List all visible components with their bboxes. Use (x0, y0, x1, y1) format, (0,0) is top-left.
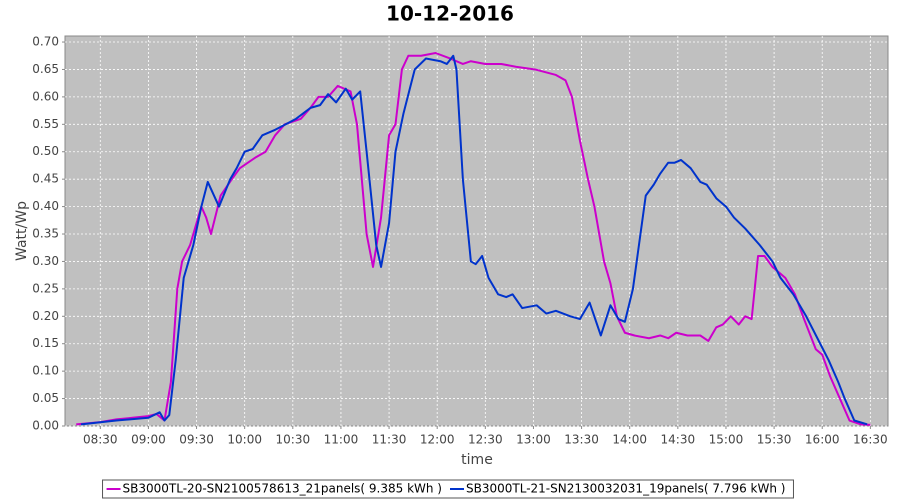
legend: SB3000TL-20-SN2100578613_21panels( 9.385… (102, 479, 794, 499)
x-tick-label: 09:00 (131, 433, 166, 447)
x-tick-label: 09:30 (179, 433, 214, 447)
x-tick-label: 10:00 (227, 433, 262, 447)
x-tick-label: 14:30 (661, 433, 696, 447)
y-tick-label: 0.25 (32, 281, 59, 295)
x-tick-label: 16:30 (853, 433, 888, 447)
y-tick-label: 0.65 (32, 62, 59, 76)
x-tick-label: 15:30 (757, 433, 792, 447)
chart-title: 10-12-2016 (386, 2, 514, 26)
x-tick-label: 12:00 (420, 433, 455, 447)
y-tick-label: 0.70 (32, 35, 59, 49)
x-tick-label: 15:00 (709, 433, 744, 447)
x-tick-label: 12:30 (468, 433, 503, 447)
x-tick-label: 11:30 (372, 433, 407, 447)
x-tick-label: 16:00 (805, 433, 840, 447)
y-tick-label: 0.40 (32, 199, 59, 213)
x-tick-label: 10:30 (276, 433, 311, 447)
y-tick-label: 0.10 (32, 364, 59, 378)
legend-box (102, 479, 794, 499)
y-tick-label: 0.15 (32, 336, 59, 350)
y-tick-label: 0.60 (32, 89, 59, 103)
plot-area (64, 35, 889, 427)
x-tick-label: 14:00 (612, 433, 647, 447)
y-tick-label: 0.50 (32, 144, 59, 158)
x-tick-label: 08:30 (83, 433, 118, 447)
x-tick-label: 13:00 (516, 433, 551, 447)
x-tick-label: 11:00 (324, 433, 359, 447)
y-tick-label: 0.05 (32, 391, 59, 405)
x-tick-label: 13:30 (564, 433, 599, 447)
series-line (76, 52, 871, 426)
legend-label: SB3000TL-20-SN2100578613_21panels( 9.385… (123, 482, 442, 496)
legend-label: SB3000TL-21-SN2130032031_19panels( 7.796… (466, 482, 785, 496)
y-tick-label: 0.45 (32, 172, 59, 186)
x-axis-label: time (461, 452, 493, 468)
series-line (80, 54, 868, 426)
y-tick-label: 0.30 (32, 254, 59, 268)
y-tick-label: 0.55 (32, 117, 59, 131)
y-tick-label: 0.00 (32, 419, 59, 433)
y-tick-label: 0.35 (32, 227, 59, 241)
y-axis-label: Watt/Wp (14, 201, 30, 261)
y-tick-label: 0.20 (32, 309, 59, 323)
